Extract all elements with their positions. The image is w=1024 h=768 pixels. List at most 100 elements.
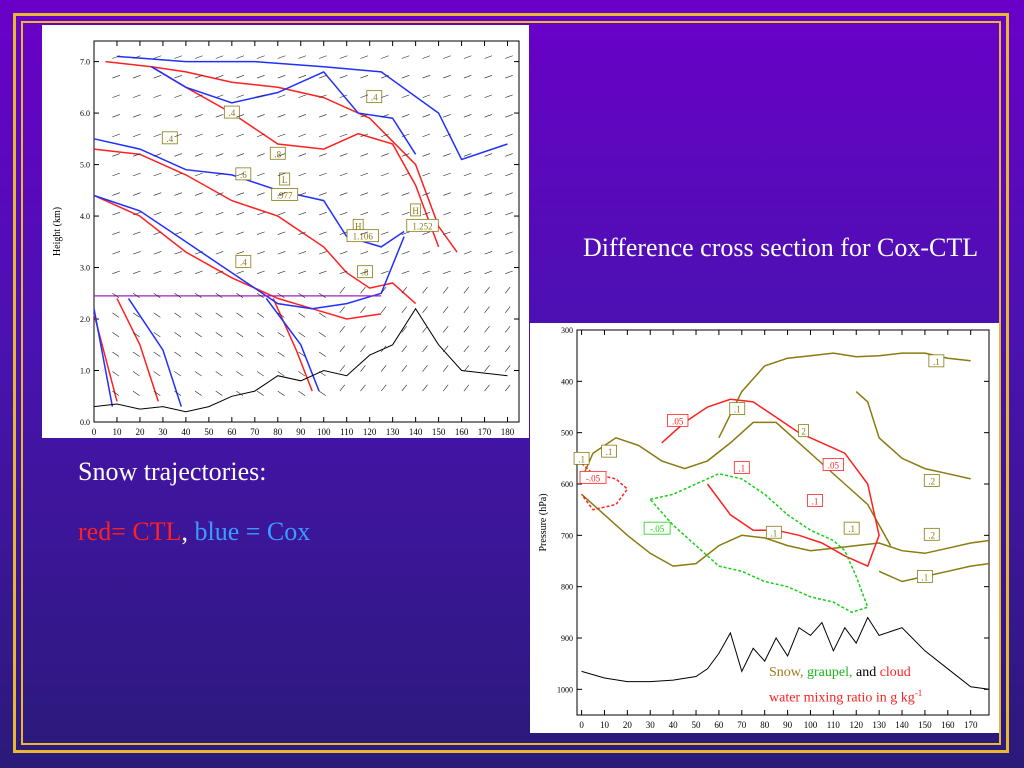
- wind-vector: [153, 251, 162, 255]
- wind-vector: [153, 114, 162, 118]
- wind-vector: [112, 332, 120, 338]
- wind-vector: [401, 251, 410, 255]
- wind-vector: [112, 390, 120, 396]
- wind-vector: [215, 312, 223, 318]
- wind-vector: [194, 371, 202, 377]
- wind-vector: [153, 293, 161, 299]
- wind-vector: [318, 371, 326, 377]
- wind-vector: [339, 153, 348, 157]
- wind-vector: [401, 286, 408, 294]
- wind-vector: [422, 211, 431, 216]
- wind-vector: [298, 231, 307, 235]
- wind-vector: [257, 94, 265, 98]
- wind-vector: [174, 192, 183, 196]
- contour-label: .1: [922, 572, 929, 582]
- wind-vector: [422, 231, 431, 235]
- wind-vector: [463, 75, 472, 79]
- wind-vector: [215, 75, 224, 79]
- wind-vector: [422, 251, 431, 255]
- contour-label: .05: [828, 461, 840, 471]
- contour-label-box: [729, 402, 746, 415]
- wind-vector: [401, 211, 410, 216]
- contour-label-box: [410, 203, 422, 217]
- contour-label: -.05: [650, 524, 665, 534]
- y-tick-label: 600: [561, 480, 573, 489]
- wind-vector: [442, 365, 449, 372]
- wind-vector: [484, 251, 493, 255]
- wind-vector: [257, 172, 265, 177]
- plot-frame: [93, 40, 520, 423]
- wind-vector: [112, 293, 120, 299]
- wind-vector: [174, 172, 183, 177]
- wind-vector: [380, 306, 387, 314]
- x-tick-label: 50: [204, 427, 214, 437]
- wind-vector: [174, 312, 182, 318]
- wind-vector: [381, 231, 389, 235]
- legend-separator: ,: [181, 517, 188, 546]
- contour-label-box: [223, 105, 240, 119]
- wind-vector: [422, 153, 431, 157]
- wind-vector: [505, 192, 513, 196]
- x-tick-label: 40: [181, 427, 191, 437]
- wind-vector: [153, 312, 161, 318]
- trajectory-legend: red= CTL, blue = Cox: [78, 516, 310, 548]
- wind-vector: [153, 371, 161, 377]
- contour-label: .1: [738, 464, 745, 474]
- wind-vector: [174, 251, 183, 255]
- wind-vector: [484, 55, 493, 59]
- wind-vector: [360, 94, 369, 98]
- contour-label: -.05: [586, 473, 601, 483]
- wind-vector: [339, 384, 346, 392]
- wind-vector: [422, 192, 431, 196]
- wind-vector: [257, 153, 265, 157]
- wind-vector: [484, 133, 493, 138]
- contour-label-box: [765, 525, 782, 539]
- difference-caption: Difference cross section for Cox-CTL: [583, 233, 979, 262]
- wind-vector: [505, 270, 513, 275]
- series-line-olive: [878, 562, 990, 583]
- wind-vector: [132, 133, 141, 138]
- wind-vector: [339, 231, 348, 235]
- wind-vector: [319, 55, 327, 59]
- wind-vector: [277, 211, 286, 216]
- wind-vector: [277, 192, 286, 196]
- wind-vector: [463, 133, 472, 138]
- wind-vector: [194, 172, 203, 177]
- wind-vector: [298, 114, 307, 118]
- wind-vector: [319, 133, 327, 138]
- wind-vector: [319, 192, 327, 196]
- wind-vector: [319, 251, 327, 255]
- wind-vector: [298, 371, 306, 377]
- wind-vector: [215, 133, 224, 138]
- wind-vector: [422, 75, 431, 79]
- wind-vector: [484, 270, 493, 275]
- wind-vector: [132, 114, 141, 118]
- series-line-red: [105, 60, 458, 253]
- wind-vector: [112, 114, 120, 118]
- x-tick-label: 180: [501, 427, 515, 437]
- wind-vector: [236, 270, 245, 275]
- contour-label: .6: [240, 170, 247, 180]
- wind-vector: [443, 172, 451, 177]
- wind-vector: [463, 231, 472, 235]
- wind-vector: [401, 231, 410, 235]
- wind-vector: [256, 390, 264, 396]
- wind-vector: [153, 192, 162, 196]
- x-tick-label: 80: [760, 720, 770, 730]
- wind-vector: [174, 270, 183, 275]
- wind-vector: [215, 55, 224, 59]
- x-tick-label: 50: [692, 720, 702, 730]
- wind-vector: [236, 390, 244, 396]
- wind-vector: [381, 153, 389, 157]
- wind-vector: [277, 312, 285, 318]
- contour-label: .1: [770, 528, 777, 538]
- wind-vector: [112, 192, 120, 196]
- contour-label: H: [355, 221, 362, 231]
- x-tick-label: 70: [250, 427, 259, 437]
- contour-label-box: [406, 218, 439, 232]
- wind-vector: [319, 172, 327, 177]
- wind-vector: [298, 192, 307, 196]
- contour-label: .8: [274, 149, 281, 159]
- wind-vector: [174, 211, 183, 216]
- wind-vector: [422, 172, 431, 177]
